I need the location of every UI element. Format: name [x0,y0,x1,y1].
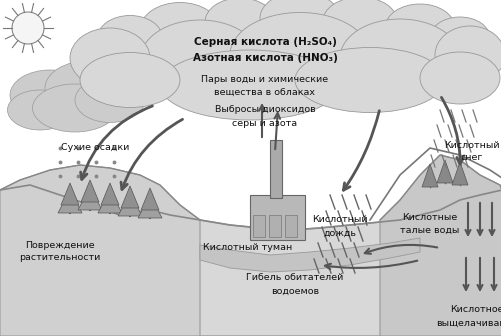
Text: Сухие осадки: Сухие осадки [61,143,129,153]
Ellipse shape [322,0,397,47]
FancyArrowPatch shape [464,203,469,235]
Ellipse shape [10,70,90,120]
Polygon shape [0,185,501,336]
Polygon shape [101,183,119,205]
Polygon shape [379,155,501,336]
Polygon shape [451,162,467,185]
FancyArrowPatch shape [476,258,481,290]
Text: дождь: дождь [323,228,356,238]
Bar [253,215,265,237]
FancyArrowPatch shape [488,203,493,235]
FancyArrowPatch shape [490,258,495,290]
FancyArrowPatch shape [325,261,416,269]
Ellipse shape [140,20,260,100]
Polygon shape [58,190,82,213]
Ellipse shape [434,26,501,84]
Text: серы и азота: серы и азота [232,119,297,127]
Text: Кислотный: Кислотный [312,215,367,224]
Polygon shape [138,195,162,218]
Ellipse shape [260,0,339,44]
Text: растительности: растительности [19,253,101,262]
Text: Азотная кислота (HNO₃): Азотная кислота (HNO₃) [192,53,337,63]
Bar [285,215,297,237]
Polygon shape [98,190,122,213]
Text: Кислотное: Кислотное [449,305,501,314]
Polygon shape [436,160,452,183]
Text: снег: снег [460,153,482,162]
Text: Серная кислота (H₂SO₄): Серная кислота (H₂SO₄) [193,37,336,47]
FancyArrowPatch shape [81,106,152,179]
Ellipse shape [33,84,117,132]
FancyArrowPatch shape [440,97,462,164]
Ellipse shape [419,52,499,104]
Text: водоемов: водоемов [271,287,319,295]
Bar [249,195,305,240]
Ellipse shape [80,52,180,108]
FancyArrowPatch shape [274,113,280,149]
Ellipse shape [229,12,369,97]
Polygon shape [421,164,437,187]
Ellipse shape [70,28,150,88]
Ellipse shape [384,4,454,52]
Ellipse shape [8,90,72,130]
Polygon shape [81,180,99,202]
Circle shape [12,12,44,44]
Text: Кислотные: Кислотные [402,213,457,222]
Bar [269,215,281,237]
Polygon shape [78,187,102,210]
Text: вещества в облаках: вещества в облаках [214,88,315,97]
Ellipse shape [75,78,145,123]
Text: талые воды: талые воды [399,225,459,235]
FancyArrowPatch shape [476,203,481,235]
FancyArrowPatch shape [462,258,467,290]
Text: Повреждение: Повреждение [25,241,95,250]
Text: Кислотный туман: Кислотный туман [203,244,292,252]
Ellipse shape [97,15,162,60]
Polygon shape [0,165,199,336]
Text: Выбросы диоксидов: Выбросы диоксидов [214,106,315,115]
FancyArrowPatch shape [121,119,182,190]
Ellipse shape [140,2,219,57]
FancyArrowPatch shape [364,245,436,254]
Ellipse shape [204,0,275,46]
Polygon shape [199,238,419,272]
Text: Кислотный: Кислотный [443,140,499,150]
Polygon shape [121,186,139,208]
Text: Пары воды и химические: Пары воды и химические [201,76,328,84]
FancyArrowPatch shape [259,105,264,137]
Ellipse shape [339,19,459,97]
Polygon shape [118,193,142,216]
FancyArrowPatch shape [343,111,379,190]
Text: Гибель обитателей: Гибель обитателей [246,274,343,283]
Polygon shape [141,188,159,210]
Ellipse shape [295,47,444,113]
Ellipse shape [429,17,489,59]
Bar [270,140,282,198]
Polygon shape [61,183,79,205]
Ellipse shape [160,50,339,120]
Text: выщелачивание: выщелачивание [435,319,501,328]
Ellipse shape [45,60,135,116]
